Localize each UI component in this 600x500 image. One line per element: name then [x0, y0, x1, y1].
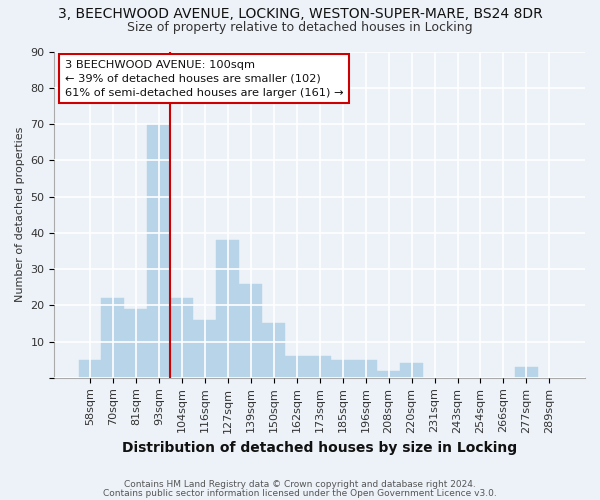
X-axis label: Distribution of detached houses by size in Locking: Distribution of detached houses by size … — [122, 441, 517, 455]
Bar — [148, 124, 170, 378]
Y-axis label: Number of detached properties: Number of detached properties — [15, 127, 25, 302]
Bar — [262, 324, 285, 378]
Bar — [331, 360, 354, 378]
Bar — [124, 309, 148, 378]
Bar — [308, 356, 331, 378]
Bar — [170, 298, 193, 378]
Bar — [217, 240, 239, 378]
Text: 3, BEECHWOOD AVENUE, LOCKING, WESTON-SUPER-MARE, BS24 8DR: 3, BEECHWOOD AVENUE, LOCKING, WESTON-SUP… — [58, 8, 542, 22]
Text: Contains public sector information licensed under the Open Government Licence v3: Contains public sector information licen… — [103, 488, 497, 498]
Bar — [285, 356, 308, 378]
Text: Size of property relative to detached houses in Locking: Size of property relative to detached ho… — [127, 21, 473, 34]
Bar — [354, 360, 377, 378]
Bar — [515, 367, 538, 378]
Bar — [101, 298, 124, 378]
Bar — [79, 360, 101, 378]
Text: Contains HM Land Registry data © Crown copyright and database right 2024.: Contains HM Land Registry data © Crown c… — [124, 480, 476, 489]
Bar — [239, 284, 262, 378]
Bar — [377, 370, 400, 378]
Text: 3 BEECHWOOD AVENUE: 100sqm
← 39% of detached houses are smaller (102)
61% of sem: 3 BEECHWOOD AVENUE: 100sqm ← 39% of deta… — [65, 60, 344, 98]
Bar — [193, 320, 217, 378]
Bar — [400, 364, 423, 378]
